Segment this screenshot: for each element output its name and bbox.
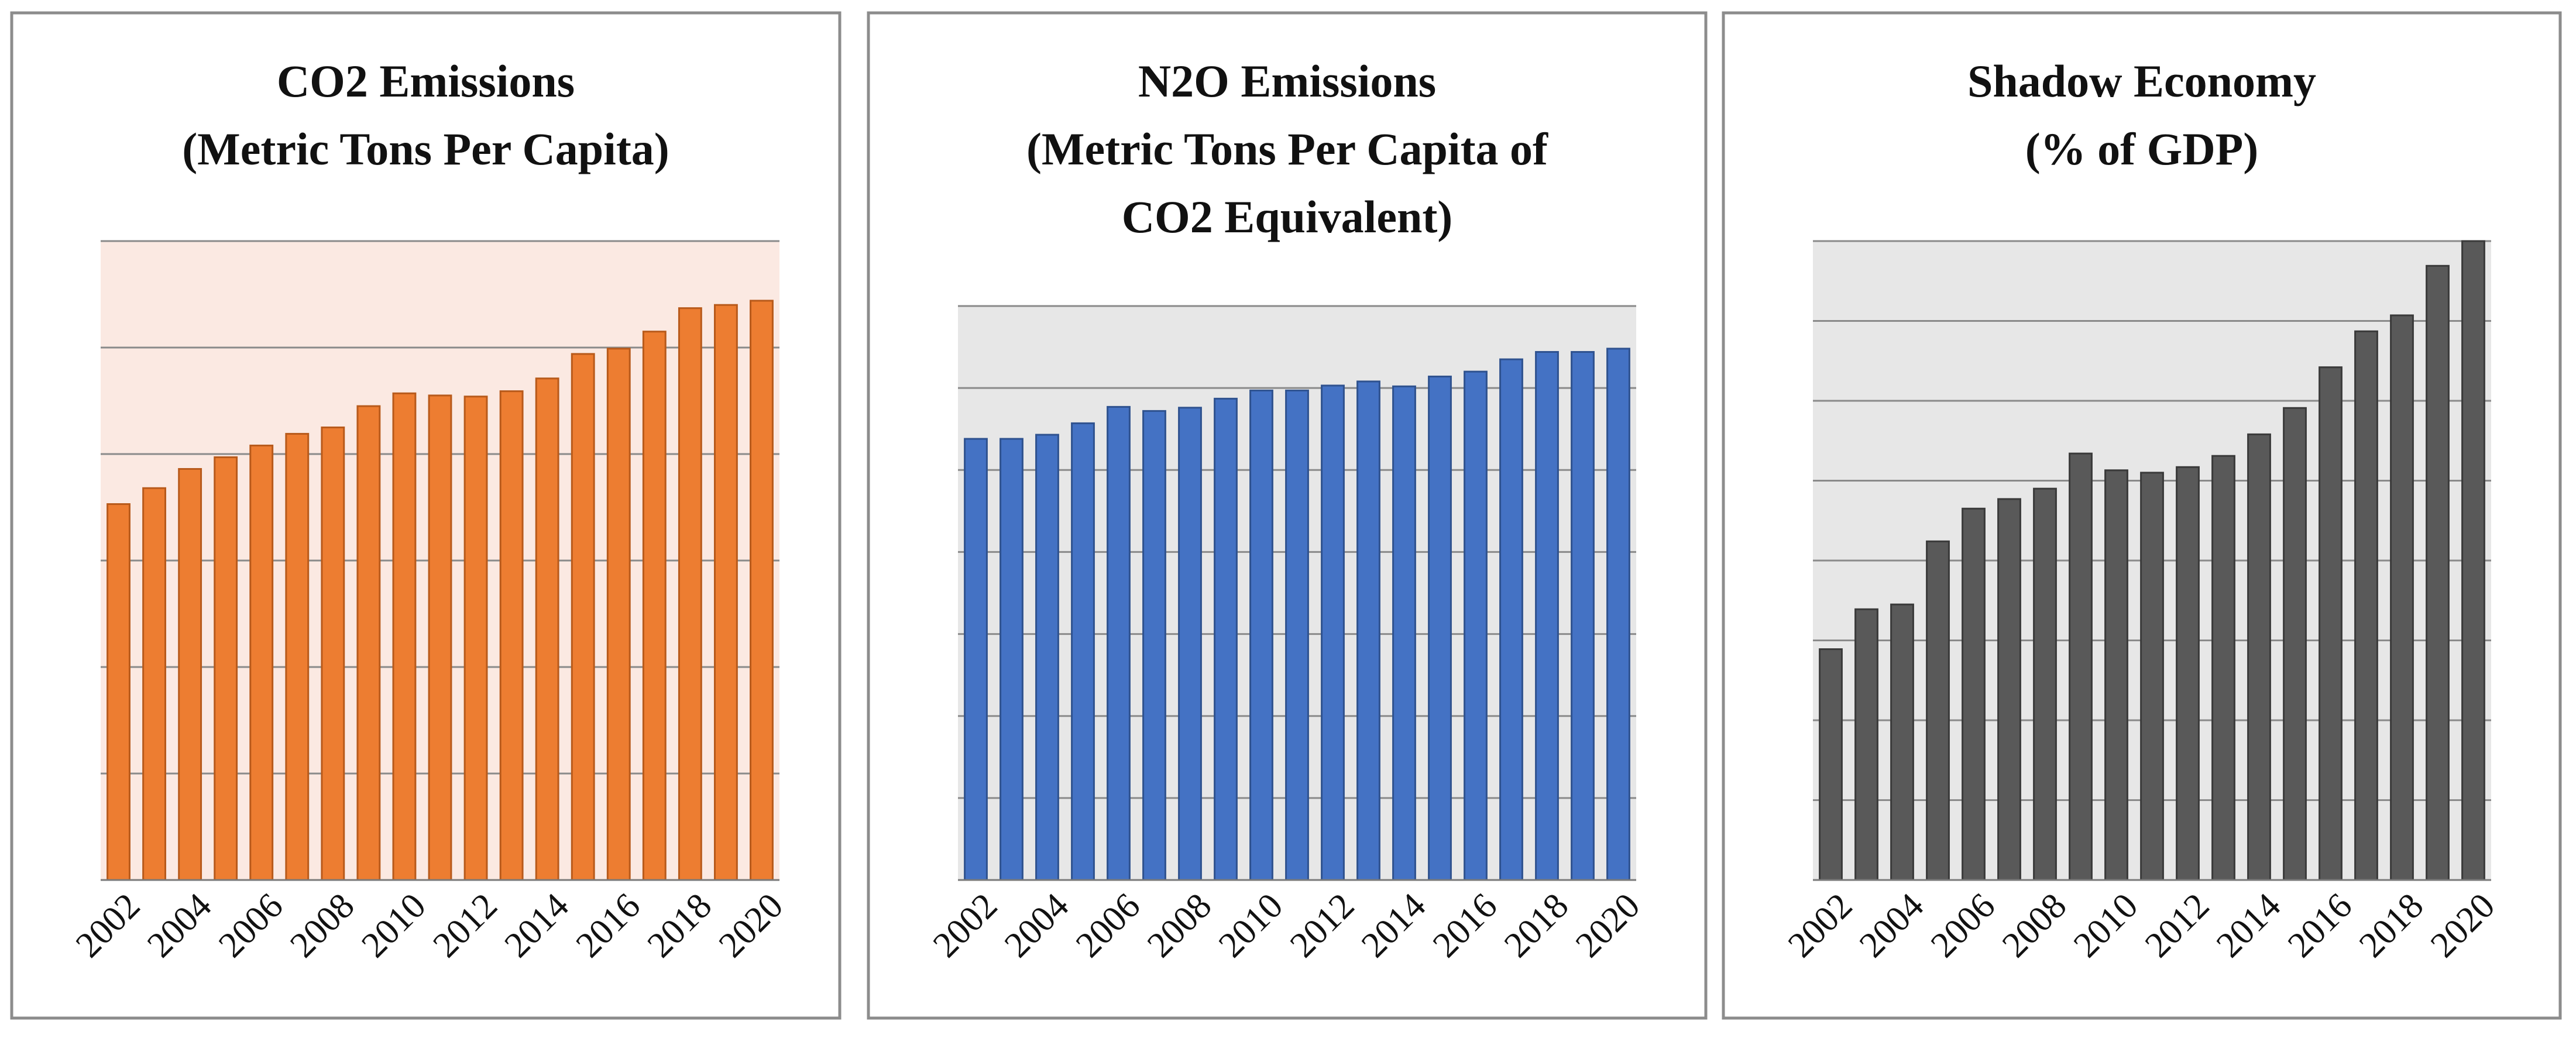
bar-2008 [321,427,345,881]
chart-title-line: CO2 Equivalent) [1122,191,1453,242]
bar-2007 [285,432,310,881]
chart-title-line: (% of GDP) [2025,123,2259,174]
bar-2020 [750,300,774,881]
bar-2016 [606,348,631,881]
bar-2018 [2390,314,2414,881]
bar-2012 [463,396,488,881]
bar-2002 [1819,648,1843,881]
bar-2006 [1107,405,1131,881]
bar-2013 [499,390,524,881]
bar-2012 [1321,384,1345,881]
bar-2010 [1249,389,1273,881]
bar-2018 [1535,350,1559,881]
bar-2007 [1142,410,1166,881]
bar-2015 [571,353,595,881]
bar-2017 [1499,358,1523,881]
chart-panel-3: Shadow Economy(% of GDP)2002200420062008… [1722,11,2562,1020]
bar-2009 [2069,452,2093,881]
chart-title-line: CO2 Emissions [277,56,575,106]
bar-2020 [2461,240,2485,881]
bar-2013 [2211,455,2235,881]
bar-2014 [535,377,559,881]
bar-2015 [1428,376,1452,881]
bar-2014 [1392,385,1416,881]
bar-2020 [1606,348,1630,881]
bar-2019 [713,304,738,881]
bar-2015 [2283,407,2307,881]
bar-2019 [1571,350,1595,881]
bar-2004 [1890,603,1914,881]
bar-2009 [1214,397,1238,881]
bar-2005 [1071,422,1095,881]
chart-title-line: Shadow Economy [1967,56,2316,106]
bar-2008 [1178,407,1202,881]
bar-2014 [2247,433,2271,881]
bar-2011 [2140,472,2164,881]
bar-2010 [2104,469,2128,881]
bar-2004 [178,468,202,881]
bar-2017 [642,331,667,881]
bar-2004 [1035,434,1059,881]
bar-2003 [142,487,167,881]
bar-2005 [1926,540,1950,881]
chart-title-line: N2O Emissions [1138,56,1436,106]
bar-2011 [1285,389,1309,881]
chart-panel-1: CO2 Emissions(Metric Tons Per Capita)200… [10,11,842,1020]
bar-2002 [964,438,988,881]
bar-2008 [2033,487,2057,881]
bar-2017 [2354,330,2378,881]
bar-2013 [1356,380,1380,881]
bar-2011 [428,394,452,881]
bar-2005 [214,456,238,881]
bar-2003 [1854,608,1878,881]
bar-2009 [356,405,381,881]
chart-title-line: (Metric Tons Per Capita) [182,123,669,174]
bar-2003 [1000,438,1023,881]
bar-2002 [107,503,130,881]
bar-2006 [249,444,274,881]
bar-2019 [2426,264,2450,881]
bar-2006 [1962,507,1986,881]
bar-2016 [2319,366,2343,881]
bar-2012 [2176,466,2200,881]
bar-2016 [1464,370,1488,881]
chart-title-line: (Metric Tons Per Capita of [1026,123,1548,174]
bar-2018 [678,307,702,881]
bar-2007 [1997,498,2021,881]
chart-panel-2: N2O Emissions (Metric Tons Per Capita of C… [867,11,1708,1020]
bar-2010 [392,392,417,881]
